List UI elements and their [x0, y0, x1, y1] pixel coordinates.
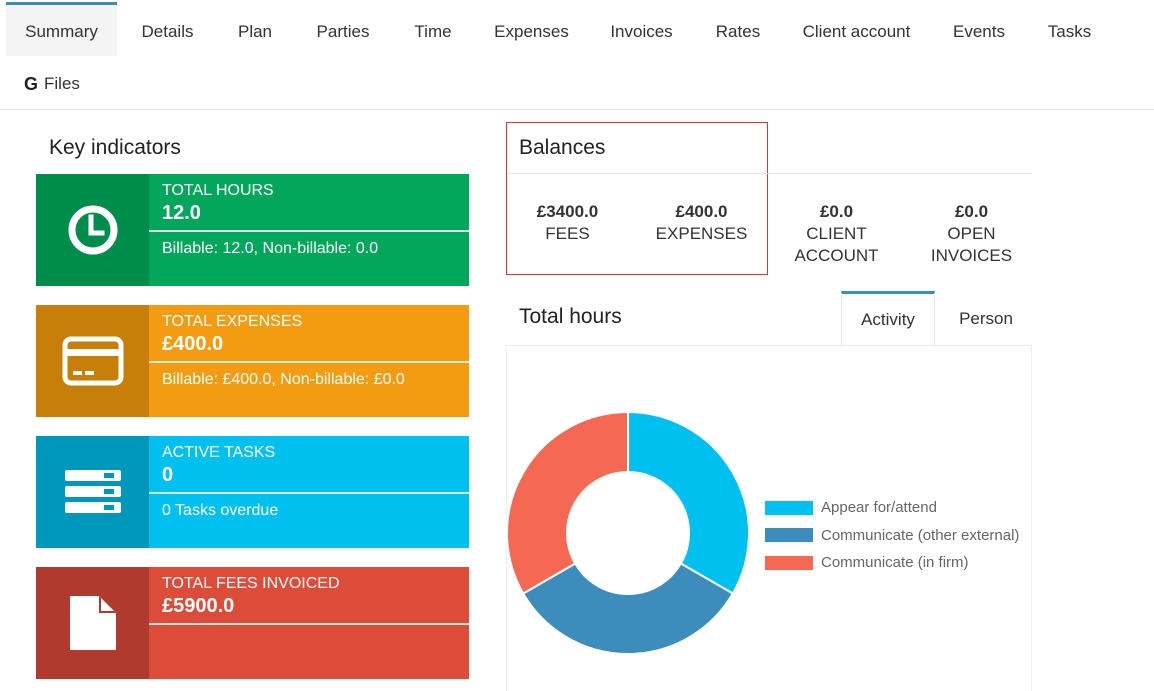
total-expenses-box[interactable]: TOTAL EXPENSES £400.0 Billable: £400.0, … [36, 305, 469, 417]
key-indicators-title: Key indicators [49, 136, 181, 159]
tab-time[interactable]: Time [414, 22, 452, 41]
tab-person[interactable]: Person [959, 309, 1013, 328]
balance-fees-label: FEES [545, 224, 590, 243]
balance-open-invoices: £0.0 OPEN INVOICES [904, 201, 1039, 267]
total-fees-invoiced-box[interactable]: TOTAL FEES INVOICED £5900.0 [36, 567, 469, 679]
chart-panel [506, 346, 1032, 691]
total-hours-value: 12.0 [162, 202, 201, 224]
balance-open-invoices-amount: £0.0 [954, 202, 989, 221]
total-fees-invoiced-content: TOTAL FEES INVOICED £5900.0 [149, 567, 469, 679]
active-tasks-value: 0 [162, 464, 174, 486]
tab-bar: Summary Details Plan Parties Time Expens… [0, 0, 1154, 110]
balance-fees: £3400.0 FEES [500, 201, 635, 245]
total-hours-sub: Billable: 12.0, Non-billable: 0.0 [162, 240, 379, 257]
balance-open-invoices-label-1: OPEN [947, 224, 996, 243]
balance-client-account-amount: £0.0 [819, 202, 854, 221]
tab-plan[interactable]: Plan [237, 22, 273, 41]
tab-tasks[interactable]: Tasks [1047, 22, 1092, 41]
legend-label: Communicate (other external) [821, 526, 1020, 544]
total-fees-invoiced-value: £5900.0 [162, 595, 235, 617]
donut-slice-2[interactable] [521, 562, 735, 655]
total-expenses-label: TOTAL EXPENSES [162, 313, 303, 330]
balances-title: Balances [519, 136, 606, 159]
active-tasks-sub: 0 Tasks overdue [162, 502, 279, 519]
active-tasks-content: ACTIVE TASKS 0 0 Tasks overdue [149, 436, 469, 548]
donut-chart [506, 410, 750, 655]
active-tasks-box[interactable]: ACTIVE TASKS 0 0 Tasks overdue [36, 436, 469, 548]
legend-item[interactable]: Appear for/attend [765, 494, 1019, 522]
legend-label: Communicate (in firm) [821, 554, 969, 572]
progress-divider [149, 361, 469, 363]
tab-parties[interactable]: Parties [316, 22, 370, 41]
total-expenses-value: £400.0 [162, 333, 224, 355]
balance-open-invoices-label-2: INVOICES [930, 246, 1013, 265]
balances-highlight [506, 122, 768, 275]
legend-label: Appear for/attend [821, 499, 937, 517]
total-expenses-content: TOTAL EXPENSES £400.0 Billable: £400.0, … [149, 305, 469, 417]
balance-client-account-label-1: CLIENT [806, 224, 867, 243]
balance-expenses: £400.0 EXPENSES [634, 201, 769, 245]
active-tasks-label: ACTIVE TASKS [162, 444, 276, 461]
total-fees-invoiced-label: TOTAL FEES INVOICED [162, 575, 340, 592]
legend-swatch [765, 500, 813, 515]
legend-swatch [765, 528, 813, 543]
total-hours-title: Total hours [519, 305, 622, 328]
balance-client-account-label-2: ACCOUNT [794, 246, 879, 265]
legend-swatch [765, 555, 813, 570]
credit-card-icon [62, 336, 123, 386]
clock-icon [68, 205, 117, 255]
document-icon-wrap [36, 567, 149, 679]
total-hours-label: TOTAL HOURS [162, 182, 274, 199]
progress-divider [149, 230, 469, 232]
chart-legend: Appear for/attend Communicate (other exte… [765, 494, 1019, 577]
tab-files-label: Files [44, 74, 80, 93]
google-g-icon: G [24, 74, 39, 94]
legend-item[interactable]: Communicate (in firm) [765, 549, 1019, 577]
tab-rates[interactable]: Rates [715, 22, 761, 41]
tab-details[interactable]: Details [141, 22, 194, 41]
progress-divider [149, 623, 469, 625]
tab-invoices[interactable]: Invoices [610, 22, 673, 41]
tab-events[interactable]: Events [953, 22, 1005, 41]
tab-summary[interactable]: Summary [6, 2, 117, 56]
balance-fees-amount: £3400.0 [536, 202, 599, 221]
credit-card-icon-wrap [36, 305, 149, 417]
total-hours-content: TOTAL HOURS 12.0 Billable: 12.0, Non-bil… [149, 174, 469, 286]
balances-separator [508, 173, 1032, 174]
total-expenses-sub: Billable: £400.0, Non-billable: £0.0 [162, 371, 405, 388]
legend-item[interactable]: Communicate (other external) [765, 522, 1019, 550]
balance-client-account: £0.0 CLIENT ACCOUNT [769, 201, 904, 267]
donut-slice-3[interactable] [506, 410, 629, 595]
balance-expenses-label: EXPENSES [655, 224, 748, 243]
document-icon [69, 596, 116, 650]
total-hours-box[interactable]: TOTAL HOURS 12.0 Billable: 12.0, Non-bil… [36, 174, 469, 286]
tab-expenses[interactable]: Expenses [494, 22, 569, 41]
server-stack-icon [64, 470, 121, 513]
progress-divider [149, 492, 469, 494]
tab-activity[interactable]: Activity [841, 291, 935, 345]
clock-icon-wrap [36, 174, 149, 286]
tab-files[interactable]: G Files [24, 66, 80, 102]
server-stack-icon-wrap [36, 436, 149, 548]
donut-slice-1[interactable] [627, 410, 750, 595]
total-hours-header-line [506, 345, 1032, 346]
balance-expenses-amount: £400.0 [675, 202, 728, 221]
tab-client-account[interactable]: Client account [802, 22, 911, 41]
